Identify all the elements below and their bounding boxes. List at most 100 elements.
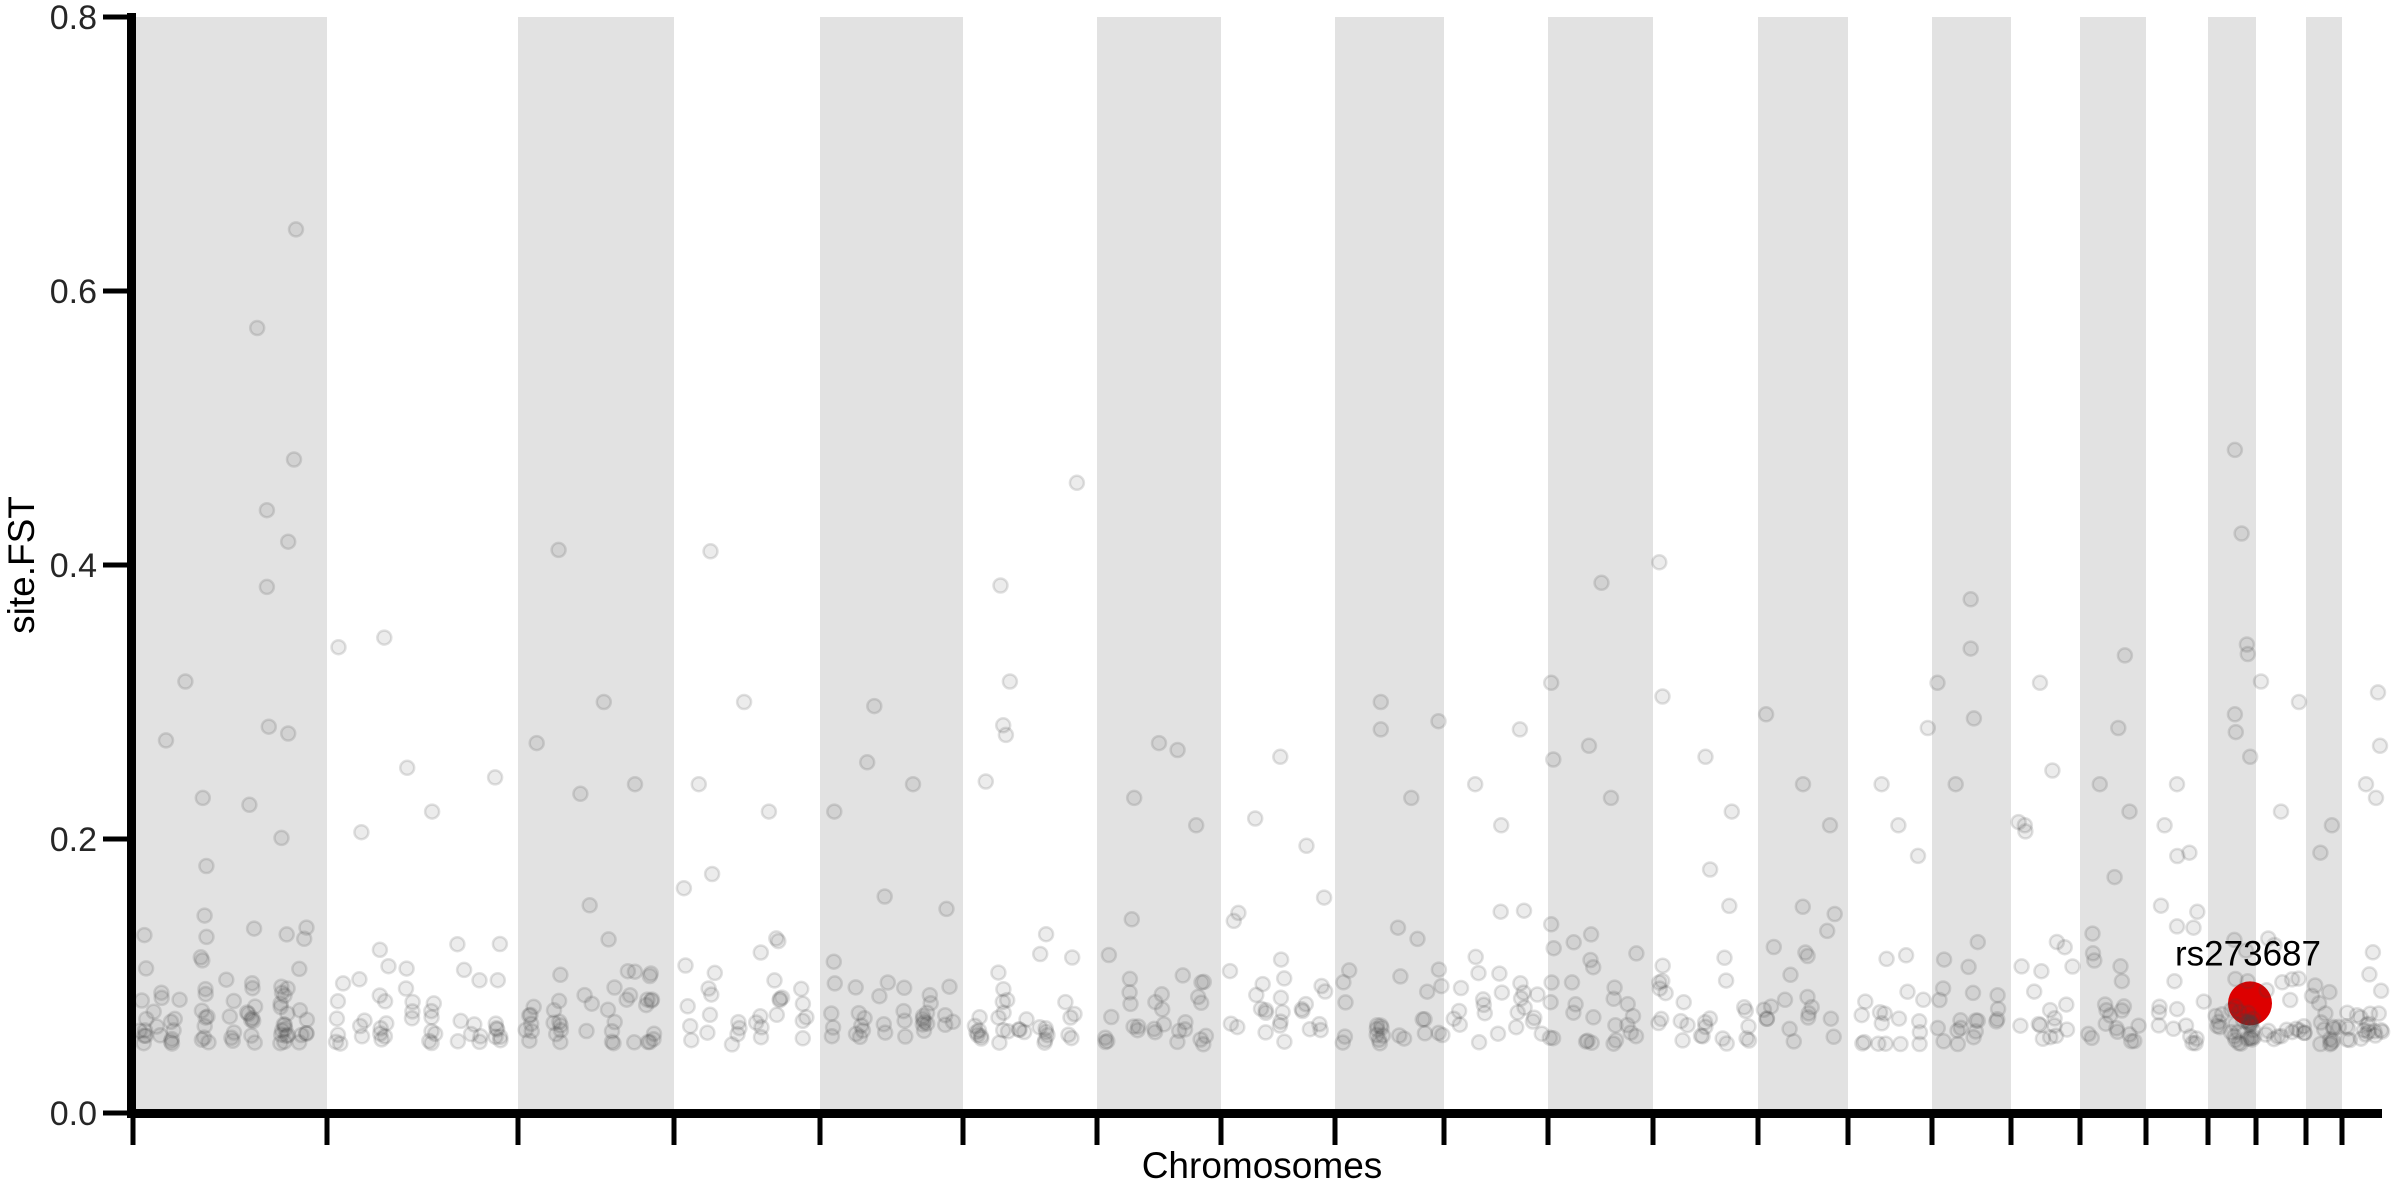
data-point bbox=[1911, 1035, 1928, 1053]
data-point bbox=[1197, 1027, 1215, 1045]
data-point bbox=[2260, 1022, 2277, 1040]
outlier-point bbox=[1403, 789, 1420, 807]
data-point bbox=[871, 987, 888, 1005]
outlier-point bbox=[279, 533, 297, 550]
x-tick bbox=[960, 1117, 966, 1145]
data-point bbox=[1031, 1019, 1048, 1036]
data-point bbox=[2230, 1034, 2247, 1052]
data-point bbox=[2323, 1034, 2340, 1052]
data-point bbox=[766, 972, 783, 989]
data-point bbox=[272, 995, 289, 1012]
data-point bbox=[2030, 1015, 2048, 1033]
data-point bbox=[583, 995, 601, 1012]
data-point bbox=[2047, 1027, 2065, 1045]
data-point bbox=[194, 952, 211, 969]
data-point bbox=[224, 1032, 242, 1050]
data-point bbox=[2242, 1016, 2259, 1034]
data-point bbox=[2168, 1000, 2186, 1018]
data-point bbox=[492, 1028, 509, 1046]
data-point bbox=[918, 1015, 936, 1032]
data-point bbox=[2373, 1023, 2391, 1040]
data-point bbox=[2330, 1018, 2348, 1036]
data-point bbox=[162, 1033, 180, 1050]
data-point bbox=[643, 992, 660, 1009]
data-point bbox=[1718, 1035, 1735, 1052]
outlier-point bbox=[258, 578, 276, 596]
data-point bbox=[2312, 1014, 2330, 1031]
x-tick bbox=[1094, 1117, 1100, 1145]
data-point bbox=[1123, 911, 1141, 928]
outlier-point bbox=[992, 577, 1009, 594]
data-point bbox=[1964, 984, 1982, 1002]
data-point bbox=[488, 1021, 506, 1038]
data-point bbox=[403, 1010, 421, 1027]
outlier-point bbox=[2369, 684, 2387, 701]
data-point bbox=[1145, 1020, 1163, 1038]
data-point bbox=[1870, 1035, 1887, 1052]
data-point bbox=[1373, 1019, 1390, 1037]
data-point bbox=[492, 1031, 509, 1049]
data-point bbox=[1822, 1010, 1840, 1027]
outlier-point bbox=[2238, 636, 2256, 653]
chromosome-band bbox=[1758, 17, 1848, 1109]
data-point bbox=[1800, 1005, 1817, 1022]
chromosome-band bbox=[2208, 17, 2256, 1109]
data-point bbox=[1607, 1016, 1624, 1034]
data-point bbox=[938, 900, 955, 918]
data-point bbox=[1799, 1009, 1817, 1026]
data-point bbox=[2364, 944, 2382, 961]
data-point bbox=[944, 1013, 962, 1031]
outlier-point bbox=[626, 775, 644, 793]
data-point bbox=[1541, 1029, 1559, 1047]
data-point bbox=[1619, 995, 1636, 1013]
data-point bbox=[1818, 922, 1836, 940]
data-point bbox=[2317, 1005, 2334, 1022]
outlier-point bbox=[194, 789, 212, 807]
data-point bbox=[2187, 1035, 2204, 1052]
data-point bbox=[729, 1025, 746, 1043]
data-point bbox=[2195, 993, 2213, 1010]
data-point bbox=[1121, 984, 1138, 1001]
data-point bbox=[192, 949, 210, 966]
data-point bbox=[1651, 980, 1669, 997]
data-point bbox=[1121, 970, 1139, 988]
data-point bbox=[1897, 947, 1915, 964]
data-point bbox=[272, 1026, 290, 1043]
data-point bbox=[2113, 1002, 2131, 1019]
data-point bbox=[1368, 1020, 1386, 1038]
outlier-point bbox=[2239, 645, 2257, 663]
data-point bbox=[915, 1022, 933, 1040]
data-point bbox=[1130, 1018, 1147, 1035]
data-point bbox=[487, 1015, 505, 1032]
data-point bbox=[1654, 957, 1671, 974]
data-point bbox=[1274, 1003, 1291, 1021]
data-point bbox=[1567, 996, 1584, 1013]
data-point bbox=[2239, 1030, 2256, 1048]
data-point bbox=[971, 1008, 988, 1026]
data-point bbox=[2229, 1023, 2247, 1041]
data-point bbox=[2306, 977, 2324, 994]
data-point bbox=[163, 1030, 181, 1048]
y-tick-label: 0.6 bbox=[50, 273, 97, 311]
data-point bbox=[1257, 1001, 1275, 1019]
data-point bbox=[599, 1001, 617, 1018]
data-point bbox=[550, 992, 568, 1010]
data-point bbox=[2244, 1010, 2262, 1027]
data-point bbox=[1395, 1030, 1413, 1047]
data-point bbox=[1010, 1021, 1028, 1038]
data-point bbox=[1565, 1004, 1582, 1021]
data-point bbox=[1794, 898, 1812, 916]
data-point bbox=[854, 1022, 872, 1039]
data-point bbox=[2325, 1020, 2342, 1038]
data-point bbox=[376, 1028, 394, 1045]
data-point bbox=[489, 971, 507, 989]
data-point bbox=[245, 920, 263, 937]
data-point bbox=[1892, 1035, 1909, 1053]
data-point bbox=[199, 1008, 216, 1025]
data-point bbox=[1509, 1004, 1526, 1021]
outlier-point bbox=[2227, 723, 2245, 741]
data-point bbox=[397, 980, 415, 997]
data-point bbox=[1037, 1023, 1055, 1041]
data-point bbox=[2352, 1009, 2369, 1026]
data-point bbox=[936, 1016, 954, 1034]
